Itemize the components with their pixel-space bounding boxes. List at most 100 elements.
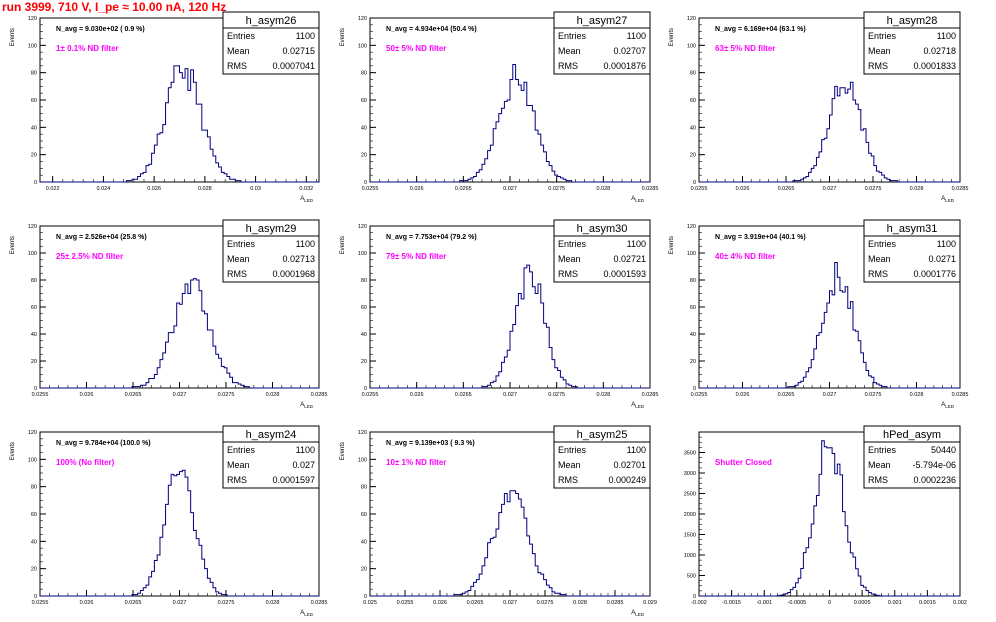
x-tick-label: -0.002	[691, 600, 707, 606]
histogram-panel-h_asym25: 0 20 40 60 80 100 120 0.025 0.0255 0.026 0.0265 0.0…	[340, 425, 657, 617]
y-tick-label: 80	[690, 71, 696, 77]
stats-title: h_asym30	[577, 223, 628, 235]
y-tick-label: 120	[358, 16, 367, 22]
x-axis-title: ALED	[300, 196, 314, 203]
x-tick-label: 0.026	[736, 392, 750, 398]
stats-mean-value: -5.794e-06	[912, 460, 956, 470]
stats-rms-value: 0.000249	[608, 475, 646, 485]
y-tick-label: 40	[361, 332, 367, 338]
y-tick-label: 120	[358, 430, 367, 436]
x-tick-label: 0.0285	[952, 392, 969, 398]
x-tick-label: -0.0005	[788, 600, 807, 606]
x-tick-label: 0.028	[596, 392, 610, 398]
stats-rms-value: 0.0007041	[272, 61, 315, 71]
x-tick-label: 0.001	[888, 600, 902, 606]
stats-title: h_asym27	[577, 15, 628, 27]
y-tick-label: 40	[690, 125, 696, 131]
histogram-series	[370, 264, 650, 389]
x-tick-label: 0.022	[46, 186, 60, 192]
x-tick-label: 0.0275	[537, 600, 554, 606]
y-tick-label: 0	[364, 180, 367, 186]
y-tick-label: 120	[687, 224, 696, 230]
histogram-panel-h_asym30: 0 20 40 60 80 100 120 0.0255 0.026 0.0265 0.027 0.0…	[340, 219, 659, 409]
y-tick-label: 60	[31, 512, 37, 518]
x-tick-label: 0.026	[80, 600, 94, 606]
x-axis-title: ALED	[941, 196, 955, 203]
x-tick-label: 0.0005	[854, 600, 871, 606]
stats-title: hPed_asym	[883, 429, 941, 441]
stats-rms-value: 0.0002236	[913, 475, 956, 485]
stats-mean-label: Mean	[868, 46, 891, 56]
x-tick-label: 0.0265	[125, 392, 142, 398]
y-tick-label: 0	[364, 594, 367, 600]
navg-label: N_avg = 3.919e+04 (40.1 %)	[715, 234, 806, 241]
x-tick-label: -0.001	[756, 600, 772, 606]
stats-rms-label: RMS	[558, 61, 578, 71]
x-axis-title: ALED	[300, 610, 314, 617]
y-tick-label: 0	[364, 386, 367, 392]
stats-title: h_asym25	[577, 429, 628, 441]
x-tick-label: 0.0265	[778, 186, 795, 192]
histogram-series	[699, 81, 960, 183]
stats-rms-value: 0.0001776	[913, 269, 956, 279]
histogram-panel-h_asym26: 0 20 40 60 80 100 120 0.022 0.024 0.026 0.028 0.03 0…	[10, 11, 320, 203]
x-tick-label: 0.0285	[607, 600, 624, 606]
y-tick-label: 60	[361, 305, 367, 311]
x-tick-label: 0.0275	[218, 600, 235, 606]
x-tick-label: 0.0255	[691, 186, 708, 192]
x-tick-label: 0.027	[823, 186, 837, 192]
x-axis-title: ALED	[631, 610, 645, 617]
y-axis-title: Events	[10, 236, 16, 254]
filter-label: 63± 5% ND filter	[715, 44, 775, 53]
histogram-series	[699, 261, 960, 389]
y-tick-label: 20	[690, 153, 696, 159]
x-tick-label: 0.0255	[691, 392, 708, 398]
stats-rms-value: 0.0001593	[603, 269, 646, 279]
stats-entries-value: 1100	[296, 31, 315, 41]
y-tick-label: 1500	[684, 533, 696, 539]
stats-rms-label: RMS	[558, 269, 578, 279]
y-tick-label: 100	[28, 457, 37, 463]
x-tick-label: 0.027	[503, 392, 517, 398]
y-tick-label: 20	[690, 359, 696, 365]
x-tick-label: 0.027	[173, 600, 187, 606]
y-tick-label: 80	[361, 278, 367, 284]
x-tick-label: 0.028	[266, 392, 280, 398]
stats-box	[863, 11, 961, 75]
x-tick-label: 0.026	[736, 186, 750, 192]
y-tick-label: 20	[361, 567, 367, 573]
stats-entries-value: 1100	[296, 239, 315, 249]
x-tick-label: 0.026	[433, 600, 447, 606]
stats-title: h_asym24	[246, 429, 297, 441]
stats-mean-value: 0.02713	[282, 254, 315, 264]
y-axis-title: Events	[340, 236, 346, 254]
stats-title: h_asym26	[246, 15, 297, 27]
stats-entries-value: 1100	[296, 445, 315, 455]
y-tick-label: 60	[361, 98, 367, 104]
x-tick-label: -0.0015	[722, 600, 741, 606]
histogram-series	[699, 440, 960, 597]
y-tick-label: 0	[34, 594, 37, 600]
y-tick-label: 80	[31, 71, 37, 77]
filter-label: 100% (No filter)	[56, 458, 115, 467]
histogram-panel-h_asym29: 0 20 40 60 80 100 120 0.0255 0.026 0.0265 0.027 0.0…	[10, 219, 328, 409]
stats-title: h_asym28	[887, 15, 938, 27]
x-tick-label: 0.0255	[397, 600, 414, 606]
x-tick-label: 0.0285	[642, 392, 659, 398]
x-tick-label: 0.0265	[467, 600, 484, 606]
x-tick-label: 0.0255	[32, 600, 49, 606]
histogram-series	[40, 65, 319, 183]
stats-mean-label: Mean	[227, 254, 250, 264]
stats-mean-value: 0.02721	[613, 254, 646, 264]
y-tick-label: 3500	[684, 451, 696, 457]
navg-label: N_avg = 9.139e+03 ( 9.3 %)	[386, 440, 475, 447]
stats-mean-value: 0.027	[292, 460, 315, 470]
filter-label: 25± 2.5% ND filter	[56, 252, 123, 261]
x-tick-label: 0.0015	[919, 600, 936, 606]
x-tick-label: 0.0275	[865, 186, 882, 192]
histogram-panel-hPed_asym: 0 500 1000 1500 2000 2500 3000 3500 -0.002 -0.001…	[684, 425, 967, 606]
stats-rms-label: RMS	[868, 475, 888, 485]
x-tick-label: 0.0285	[311, 392, 328, 398]
y-tick-label: 0	[693, 594, 696, 600]
y-tick-label: 120	[28, 430, 37, 436]
